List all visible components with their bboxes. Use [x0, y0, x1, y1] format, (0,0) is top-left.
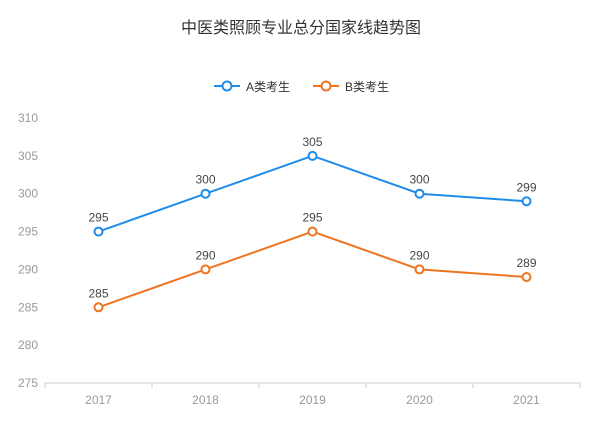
x-axis-tick-label: 2019: [299, 393, 326, 407]
legend-label-series-a: A类考生: [245, 79, 290, 94]
legend: A类考生 B类考生: [0, 78, 602, 94]
data-point-label: 305: [302, 135, 322, 149]
y-axis-tick-label: 305: [18, 149, 38, 163]
line-circle-marker-icon: [213, 80, 240, 92]
y-axis-tick-label: 290: [18, 262, 38, 276]
y-axis-tick-label: 295: [18, 225, 38, 239]
data-point: [93, 226, 104, 237]
x-axis-tick-label: 2018: [192, 393, 219, 407]
data-point: [414, 188, 425, 199]
data-point-label: 289: [516, 256, 536, 270]
legend-label-series-b: B类考生: [345, 79, 390, 94]
y-axis-tick-label: 285: [18, 300, 38, 314]
data-point-label: 300: [409, 173, 429, 187]
data-point: [93, 302, 104, 313]
line-circle-marker-icon: [313, 80, 339, 92]
legend-item-series-b[interactable]: B类考生: [312, 78, 389, 95]
data-point: [521, 196, 532, 207]
data-point: [307, 150, 318, 161]
data-point-label: 295: [88, 211, 108, 225]
data-point: [307, 226, 318, 237]
chart-title: 中医类照顾专业总分国家线趋势图: [180, 20, 421, 37]
data-point-label: 295: [302, 211, 322, 225]
data-point: [200, 188, 211, 199]
y-axis-tick-label: 310: [18, 111, 38, 125]
data-point-label: 299: [516, 180, 536, 194]
data-point-label: 300: [195, 173, 215, 187]
data-point-label: 290: [409, 248, 429, 262]
data-point-label: 285: [88, 286, 108, 300]
y-axis-tick-label: 300: [18, 187, 38, 201]
data-point-label: 290: [195, 248, 215, 262]
data-point: [200, 264, 211, 275]
x-axis-tick-label: 2020: [406, 393, 433, 407]
x-axis-tick-label: 2021: [513, 393, 540, 407]
series-line: [97, 230, 528, 309]
x-axis-tick-label: 2017: [85, 393, 112, 407]
y-axis-tick-label: 280: [18, 338, 38, 352]
data-point: [414, 264, 425, 275]
legend-item-series-a[interactable]: A类考生: [213, 78, 290, 95]
y-axis-tick-label: 275: [18, 376, 38, 390]
data-point: [521, 272, 532, 282]
line-chart: 275 280 285 290 295 300 305 310 2017 2018 2019 2020…: [18, 111, 581, 407]
